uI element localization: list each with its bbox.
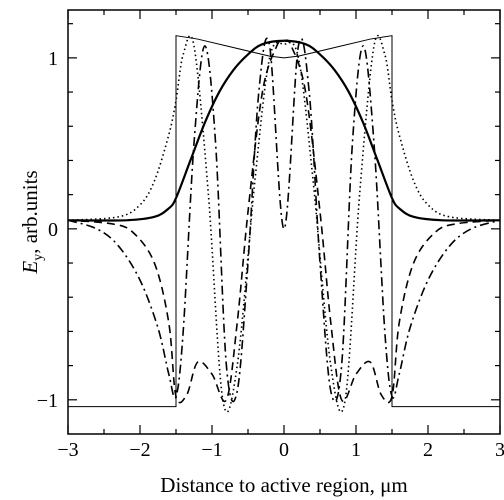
x-axis-label: Distance to active region, μm: [160, 473, 407, 497]
x-tick-label: −1: [201, 439, 222, 461]
series-thick-solid: [67, 39, 501, 222]
curves: [67, 35, 501, 413]
y-tick-label: 1: [48, 48, 58, 70]
y-axis-label-rest: , arb.units: [18, 170, 42, 253]
x-tick-label: 0: [279, 439, 289, 461]
series-dotted: [67, 35, 501, 413]
plot-frame: [67, 9, 501, 435]
tick-labels: −3 −2 −1 0 1 2 3 −1 0 1: [37, 48, 504, 461]
x-tick-label: −3: [57, 439, 78, 461]
series-dash-dot: [67, 37, 501, 403]
x-tick-label: 2: [423, 439, 433, 461]
x-tick-label: 3: [495, 439, 504, 461]
y-axis-label: Ey, arb.units: [18, 170, 46, 274]
ticks: [67, 10, 501, 434]
y-tick-label: 0: [48, 219, 58, 241]
series-thin-solid: [68, 35, 500, 408]
y-axis-label-main: E: [18, 261, 42, 275]
x-tick-label: −2: [129, 439, 150, 461]
y-tick-label: −1: [37, 390, 58, 412]
series-dashed: [67, 39, 501, 404]
y-axis-label-sub: y: [31, 254, 46, 261]
x-tick-label: 1: [351, 439, 361, 461]
